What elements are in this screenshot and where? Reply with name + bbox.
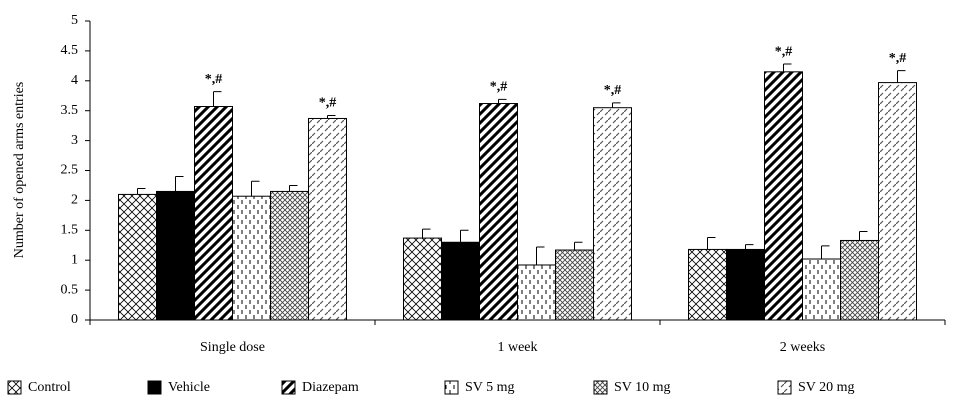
y-axis-label: Number of opened arms entries [12, 82, 27, 259]
error-bar [536, 246, 545, 265]
bar [118, 193, 157, 321]
bar [764, 71, 803, 321]
legend-swatch [281, 380, 296, 395]
legend-swatch [7, 380, 22, 395]
x-tick-label: 2 weeks [780, 340, 826, 355]
bar [878, 82, 917, 321]
significance-label: *,# [604, 83, 622, 98]
bar [232, 195, 271, 321]
legend-label: SV 20 mg [798, 380, 855, 395]
y-tick-label: 0.5 [61, 282, 79, 297]
bar [308, 117, 347, 321]
legend-swatch [777, 380, 792, 395]
legend-swatch [593, 380, 608, 395]
error-bar [289, 184, 298, 192]
error-bar [137, 187, 146, 195]
error-bar [498, 98, 507, 104]
significance-label: *,# [205, 72, 223, 87]
y-tick-label: 2.5 [61, 163, 79, 178]
bar [403, 237, 442, 321]
legend-label: SV 5 mg [465, 380, 515, 395]
error-bar [175, 175, 184, 192]
error-bar [327, 114, 336, 119]
legend-label: Control [28, 380, 71, 395]
legend-label: SV 10 mg [614, 380, 671, 395]
y-tick-label: 3.5 [61, 103, 79, 118]
significance-label: *,# [319, 96, 337, 111]
bar [555, 249, 594, 321]
y-tick-label: 4 [71, 73, 78, 88]
error-bar [745, 244, 754, 250]
legend-swatch [147, 380, 162, 395]
bar [688, 248, 727, 321]
bar [802, 258, 841, 321]
error-bar [707, 236, 716, 250]
significance-label: *,# [889, 51, 907, 66]
y-tick-label: 1.5 [61, 223, 79, 238]
bar [593, 107, 632, 321]
bar [517, 264, 556, 321]
x-tick-label: 1 week [497, 340, 537, 355]
error-bar [574, 241, 583, 251]
error-bar [859, 230, 868, 241]
y-tick-label: 2 [71, 193, 78, 208]
legend-label: Vehicle [168, 380, 210, 395]
x-tick-label: Single dose [200, 340, 265, 355]
error-bar [213, 91, 222, 107]
error-bar [612, 102, 621, 108]
significance-label: *,# [775, 44, 793, 59]
bar [726, 248, 765, 321]
y-tick-label: 0 [71, 312, 78, 327]
error-bar [821, 245, 830, 260]
bar [270, 190, 309, 321]
bar [194, 106, 233, 321]
error-bar [251, 180, 260, 197]
error-bar [422, 228, 431, 239]
bar [840, 239, 879, 321]
significance-label: *,# [490, 80, 508, 95]
y-tick-label: 5 [71, 13, 78, 28]
y-tick-label: 1 [71, 252, 78, 267]
y-tick-label: 4.5 [61, 43, 79, 58]
error-bar [460, 229, 469, 243]
error-bar [897, 70, 906, 83]
bar [441, 241, 480, 321]
error-bar [783, 63, 792, 72]
legend-swatch [444, 380, 459, 395]
bar [156, 190, 195, 321]
bar [479, 103, 518, 321]
legend-label: Diazepam [302, 380, 359, 395]
y-tick-label: 3 [71, 133, 78, 148]
